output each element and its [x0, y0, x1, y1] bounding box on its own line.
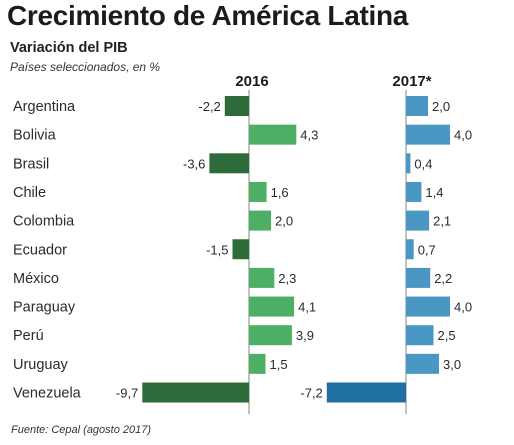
source-note: Fuente: Cepal (agosto 2017) [11, 424, 152, 436]
category-label: Venezuela [13, 386, 82, 402]
bar [249, 325, 292, 346]
bar [249, 210, 271, 231]
data-label: 4,1 [298, 300, 316, 315]
data-label: 4,3 [300, 128, 318, 143]
bar [406, 267, 431, 288]
category-label: Bolivia [13, 128, 57, 144]
chart-title: Crecimiento de América Latina [7, 0, 409, 31]
data-label: 2,2 [434, 271, 452, 286]
data-label: 1,4 [425, 185, 443, 200]
bar [406, 296, 450, 317]
bar [406, 239, 414, 260]
data-label: 2,5 [438, 328, 456, 343]
bar [209, 153, 249, 174]
bar [142, 382, 249, 403]
data-label: 3,9 [296, 328, 314, 343]
category-label: Colombia [13, 214, 75, 230]
data-label: -3,6 [183, 156, 205, 171]
data-label: 4,0 [454, 128, 472, 143]
unit-note: Países seleccionados, en % [10, 60, 161, 74]
data-label: 1,5 [270, 357, 288, 372]
bar [406, 153, 411, 174]
bar [224, 96, 249, 116]
data-label: -7,2 [300, 386, 322, 401]
bar [232, 239, 249, 260]
data-label: 0,4 [414, 156, 432, 171]
data-label: 1,6 [271, 185, 289, 200]
data-label: -1,5 [206, 242, 228, 257]
bar [406, 325, 434, 346]
data-label: 2,0 [432, 99, 450, 114]
data-label: -9,7 [116, 386, 138, 401]
bar [406, 210, 430, 231]
category-label: Uruguay [13, 357, 69, 373]
category-label: México [13, 271, 59, 287]
category-label: Argentina [13, 99, 76, 115]
category-label: Chile [13, 185, 46, 201]
data-label: 2,3 [278, 271, 296, 286]
bar [249, 124, 297, 145]
bar [249, 296, 295, 317]
bar [406, 181, 422, 202]
bar [249, 353, 266, 374]
bar [406, 96, 428, 116]
bar [326, 382, 406, 403]
category-label: Paraguay [13, 300, 76, 316]
data-label: 2,0 [275, 214, 293, 229]
bar [249, 181, 267, 202]
data-label: -2,2 [198, 99, 220, 114]
data-label: 3,0 [443, 357, 461, 372]
data-label: 2,1 [433, 214, 451, 229]
data-label: 0,7 [418, 242, 436, 257]
chart-subtitle: Variación del PIB [10, 40, 128, 56]
category-label: Ecuador [13, 242, 67, 258]
category-label: Brasil [13, 156, 49, 172]
bar [406, 353, 439, 374]
bar [249, 267, 275, 288]
bar [406, 124, 450, 145]
data-label: 4,0 [454, 300, 472, 315]
series-header: 2017* [392, 73, 431, 90]
category-label: Perú [13, 328, 44, 344]
series-header: 2016 [235, 73, 268, 90]
